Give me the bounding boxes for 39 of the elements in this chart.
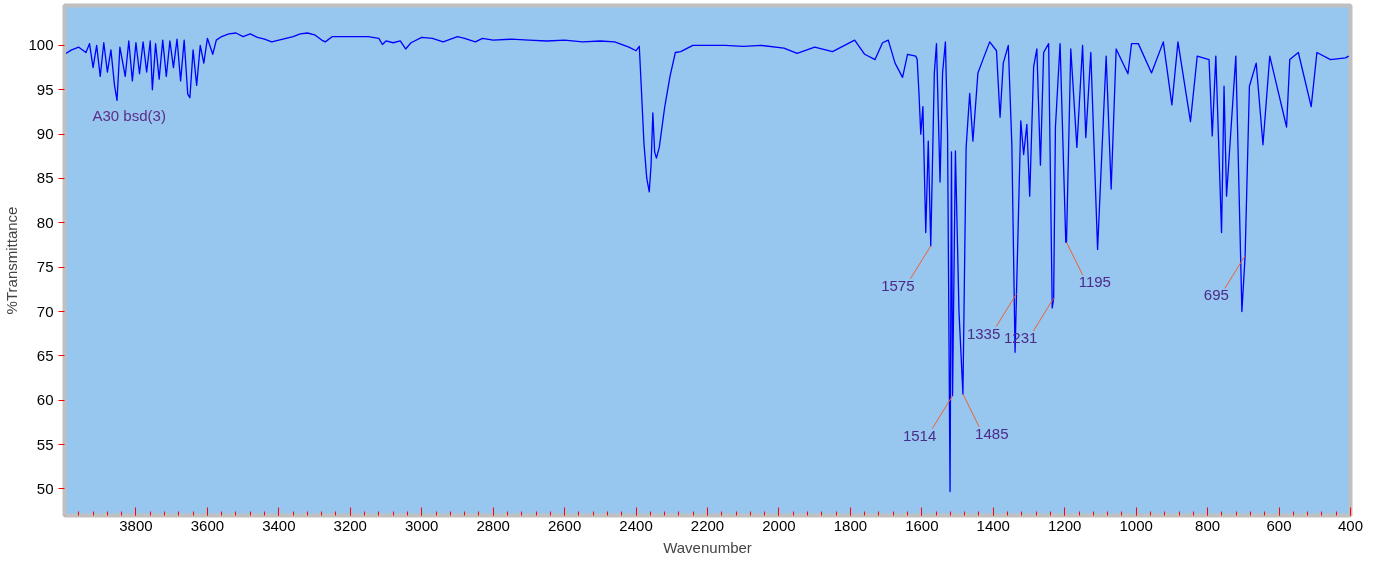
x-tick-label: 1400 <box>976 516 1010 534</box>
annotation: 1335 <box>966 324 1001 342</box>
annotation: 1575 <box>881 276 915 294</box>
x-tick-label: 3400 <box>262 516 296 534</box>
y-tick-label: 65 <box>36 346 54 364</box>
y-tick-label: 85 <box>36 169 54 187</box>
x-tick-label: 1600 <box>905 516 939 534</box>
x-tick-label: 3200 <box>333 516 367 534</box>
x-tick-label: 2200 <box>690 516 725 534</box>
x-tick-label: 2400 <box>619 516 653 534</box>
y-axis-title: %Transmittance <box>3 206 21 315</box>
y-tick-label: 60 <box>36 391 54 409</box>
x-tick-label: 800 <box>1195 516 1221 534</box>
annotation: A30 bsd(3) <box>92 106 166 124</box>
annotation: 695 <box>1203 286 1229 304</box>
x-axis-title: Wavenumber <box>663 538 752 556</box>
annotation: 1485 <box>975 424 1009 442</box>
y-tick-label: 75 <box>36 258 54 276</box>
annotation: 1514 <box>902 426 937 444</box>
x-tick-label: 3800 <box>119 516 153 534</box>
y-tick-label: 95 <box>36 80 54 98</box>
y-tick-label: 70 <box>36 302 54 320</box>
x-tick-label: 1800 <box>833 516 868 534</box>
y-tick-label: 50 <box>36 479 54 497</box>
y-tick-label: 100 <box>28 36 54 54</box>
x-tick-label: 400 <box>1337 516 1364 534</box>
x-tick-label: 3000 <box>405 516 439 534</box>
x-tick-label: 3600 <box>190 516 225 534</box>
line-series <box>64 32 1350 493</box>
x-tick-label: 2800 <box>476 516 510 534</box>
y-tick-label: 80 <box>36 213 54 231</box>
y-tick-label: 55 <box>36 435 54 453</box>
x-tick-label: 1200 <box>1048 516 1082 534</box>
x-tick-label: 2600 <box>547 516 582 534</box>
x-tick-label: 600 <box>1266 516 1292 534</box>
annotation: 1195 <box>1078 273 1111 291</box>
x-tick-label: 2000 <box>762 516 796 534</box>
x-tick-label: 1000 <box>1119 516 1153 534</box>
y-tick-label: 90 <box>36 125 54 143</box>
